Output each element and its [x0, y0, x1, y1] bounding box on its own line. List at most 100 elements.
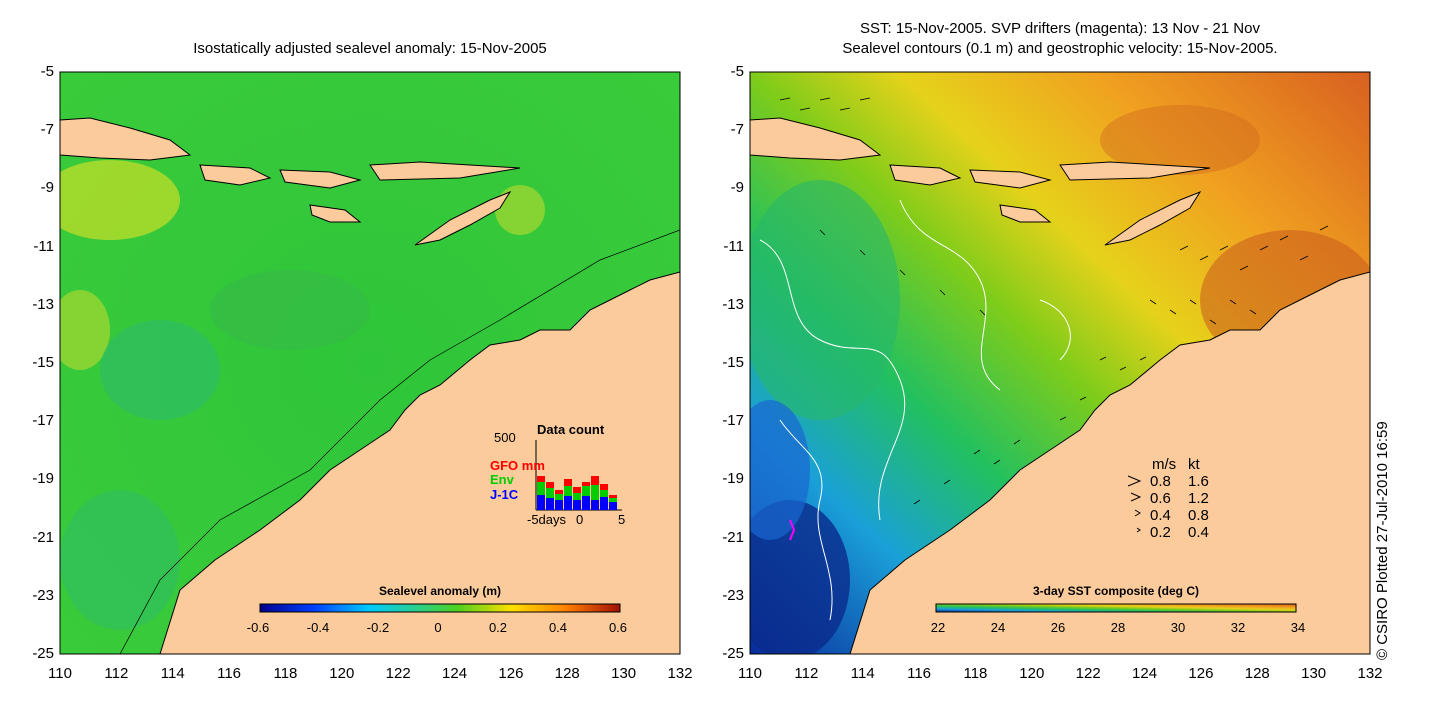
- latitude-tick-label: -19: [722, 470, 744, 488]
- colorbar-tick-label: 22: [930, 620, 946, 635]
- data-count-series-env: Env: [490, 472, 514, 487]
- data-count-series-gfo: GFO mm: [490, 458, 545, 473]
- longitude-tick-label: 132: [1357, 665, 1383, 682]
- timor-island: [414, 190, 512, 246]
- sla-anomaly-patch: [210, 270, 370, 350]
- sst-cool-patch: [750, 180, 900, 420]
- australia-landmass: [159, 271, 680, 654]
- right-map-frame: [749, 71, 1371, 655]
- left-map: [60, 72, 680, 654]
- longitude-tick-label: 130: [611, 665, 637, 682]
- svp-drifter-track: [789, 519, 796, 541]
- java-island: [60, 117, 192, 161]
- latitude-tick-label: -17: [32, 412, 54, 430]
- longitude-tick-label: 130: [1301, 665, 1327, 682]
- latitude-tick-label: -13: [722, 295, 744, 313]
- latitude-tick-label: -7: [40, 121, 54, 139]
- latitude-tick-label: -21: [32, 528, 54, 546]
- latitude-tick-label: -5: [730, 63, 744, 80]
- colorbar-tick-label: 34: [1290, 620, 1306, 635]
- left-map-frame: [59, 71, 681, 655]
- sumba-island: [309, 204, 362, 223]
- sla-anomaly-patch: [100, 320, 220, 420]
- longitude-tick-label: 114: [160, 665, 185, 682]
- colorbar-tick-label: -0.6: [246, 620, 270, 635]
- right-map-title-line1: SST: 15-Nov-2005. SVP drifters (magenta)…: [860, 20, 1260, 37]
- longitude-tick-label: 118: [963, 665, 988, 682]
- colorbar-tick-label: 28: [1110, 620, 1126, 635]
- longitude-tick-label: 114: [850, 665, 875, 682]
- colorbar-tick-label: 30: [1170, 620, 1186, 635]
- data-count-xtick: 5: [618, 512, 626, 527]
- velocity-legend-ms: 0.4: [1150, 507, 1171, 524]
- latitude-tick-label: -5: [40, 63, 54, 80]
- longitude-tick-label: 116: [217, 665, 242, 682]
- sla-colorbar: [259, 603, 621, 613]
- longitude-tick-label: 116: [907, 665, 932, 682]
- velocity-legend-kt: 0.8: [1188, 507, 1209, 524]
- data-count-ymax: 500: [494, 430, 516, 445]
- colorbar-tick-label: -0.4: [306, 620, 330, 635]
- colorbar-tick-label: 32: [1230, 620, 1246, 635]
- velocity-legend-arrows: [1127, 475, 1142, 533]
- longitude-tick-label: 132: [667, 665, 693, 682]
- longitude-tick-label: 112: [794, 665, 819, 682]
- right-map: [750, 72, 1370, 654]
- velocity-legend-header-ms: m/s: [1152, 456, 1177, 473]
- sealevel-contours: [759, 199, 1071, 621]
- latitude-tick-label: -7: [730, 121, 744, 139]
- data-count-series-j1c: J-1C: [490, 487, 519, 502]
- colorbar-tick-label: -0.2: [366, 620, 390, 635]
- colorbar-tick-label: 0.2: [488, 620, 508, 635]
- latitude-tick-label: -9: [730, 179, 744, 197]
- longitude-tick-label: 120: [329, 665, 355, 682]
- sla-colorbar-title: Sealevel anomaly (m): [378, 584, 502, 598]
- nusa-tenggara-islands: [889, 161, 1211, 189]
- colorbar-tick-label: 24: [990, 620, 1006, 635]
- sla-anomaly-patch: [60, 490, 180, 630]
- velocity-legend-header-kt: kt: [1188, 456, 1200, 473]
- coastal-contour: [119, 229, 680, 654]
- longitude-tick-label: 124: [1132, 665, 1158, 682]
- colorbar-tick-label: 0: [434, 620, 442, 635]
- velocity-legend-ms: 0.8: [1150, 473, 1171, 490]
- left-map-title: Isostatically adjusted sealevel anomaly:…: [193, 40, 547, 57]
- velocity-legend-ms: 0.2: [1150, 524, 1171, 541]
- sst-colorbar: [935, 603, 1297, 613]
- sumba-island: [999, 204, 1052, 223]
- longitude-tick-label: 122: [385, 665, 411, 682]
- latitude-tick-label: -15: [722, 354, 744, 371]
- sst-warm-patch: [1100, 105, 1260, 175]
- latitude-tick-label: -25: [32, 645, 54, 662]
- velocity-legend-kt: 1.2: [1188, 490, 1209, 507]
- longitude-tick-label: 110: [48, 665, 72, 682]
- timor-island: [1104, 190, 1202, 246]
- sla-anomaly-patch: [495, 185, 545, 235]
- longitude-tick-label: 112: [104, 665, 129, 682]
- latitude-tick-label: -23: [722, 586, 744, 604]
- latitude-tick-label: -9: [40, 179, 54, 197]
- data-count-inset: [535, 440, 622, 511]
- velocity-legend-kt: 1.6: [1188, 473, 1209, 490]
- credit-text: © CSIRO Plotted 27-Jul-2010 16:59: [1374, 421, 1391, 660]
- latitude-tick-label: -21: [722, 528, 744, 546]
- data-count-xtick: -5days: [527, 512, 567, 527]
- latitude-tick-label: -15: [32, 354, 54, 371]
- australia-landmass: [849, 271, 1370, 654]
- latitude-tick-label: -17: [722, 412, 744, 430]
- colorbar-tick-label: 26: [1050, 620, 1066, 635]
- sla-anomaly-patch: [60, 290, 110, 370]
- longitude-tick-label: 120: [1019, 665, 1045, 682]
- latitude-tick-label: -25: [722, 645, 744, 662]
- colorbar-tick-label: 0.4: [548, 620, 568, 635]
- longitude-tick-label: 124: [442, 665, 468, 682]
- nusa-tenggara-islands: [199, 161, 521, 189]
- latitude-tick-label: -11: [33, 237, 54, 255]
- longitude-tick-label: 118: [273, 665, 298, 682]
- latitude-tick-label: -13: [32, 295, 54, 313]
- longitude-tick-label: 128: [1244, 665, 1270, 682]
- colorbar-tick-label: 0.6: [608, 620, 628, 635]
- data-count-bars: [537, 476, 617, 510]
- longitude-tick-label: 126: [1188, 665, 1214, 682]
